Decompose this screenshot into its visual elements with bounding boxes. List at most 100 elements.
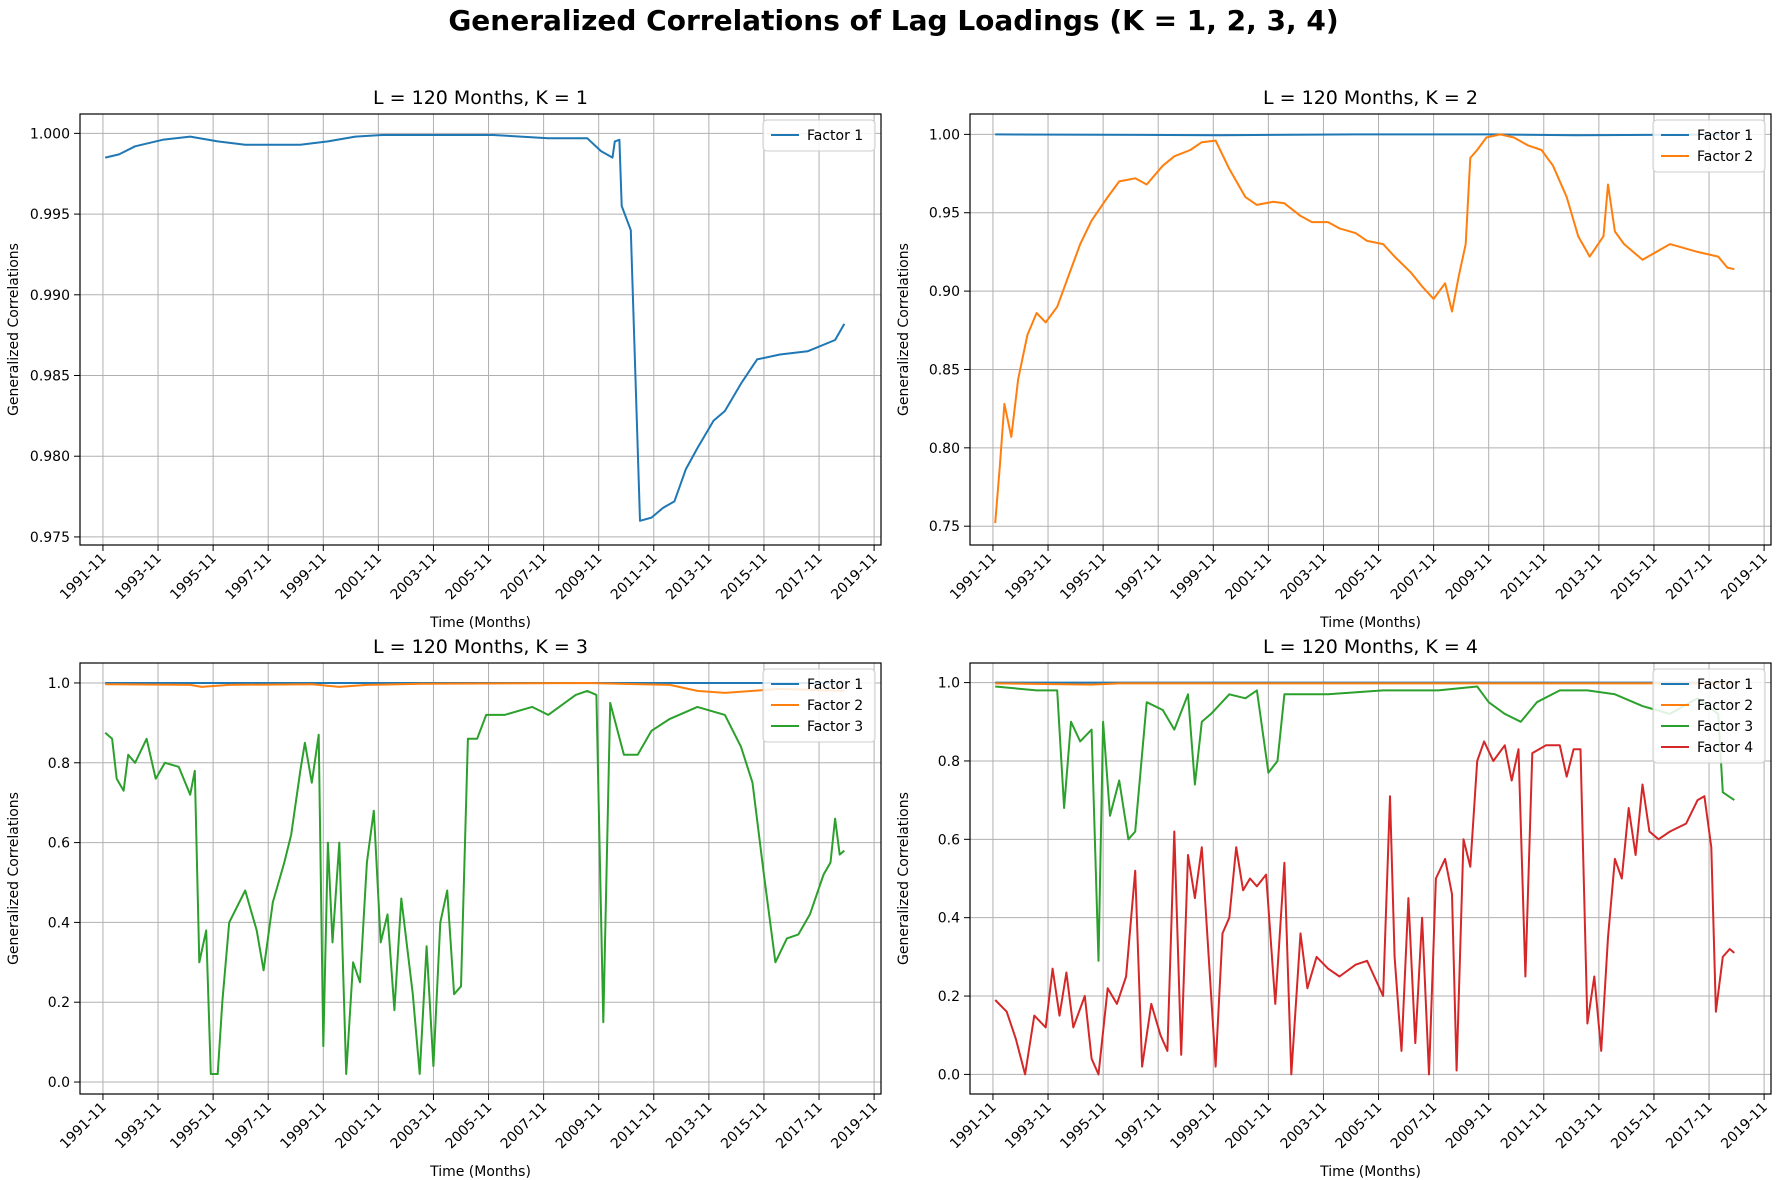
x-tick-label: 2017-11	[1663, 551, 1716, 604]
x-tick-label: 2011-11	[1498, 1100, 1551, 1153]
series-line-factor-2	[995, 682, 1735, 686]
legend-label: Factor 1	[807, 677, 863, 693]
y-tick-label: 1.0	[48, 676, 70, 692]
y-tick-label: 0.4	[938, 911, 960, 927]
x-tick-label: 1997-11	[222, 551, 275, 604]
x-tick-label: 2005-11	[443, 551, 496, 604]
legend: Factor 1	[762, 119, 876, 152]
legend-box	[1652, 119, 1766, 173]
y-tick-label: 0.975	[30, 530, 70, 546]
x-tick-label: 2013-11	[663, 1100, 716, 1153]
y-tick-label: 0.95	[929, 206, 960, 222]
x-tick-label: 1997-11	[1112, 1100, 1165, 1153]
x-tick-label: 1995-11	[167, 551, 220, 604]
x-tick-label: 2001-11	[333, 551, 386, 604]
legend-label: Factor 3	[807, 719, 863, 735]
series-line-factor-4	[994, 740, 1735, 1076]
y-tick-label: 0.8	[938, 754, 960, 770]
x-tick-label: 1995-11	[1057, 1100, 1110, 1153]
x-tick-label: 2005-11	[443, 1100, 496, 1153]
x-tick-label: 2005-11	[1333, 1100, 1386, 1153]
y-tick-label: 0.6	[48, 836, 70, 852]
x-tick-label: 2003-11	[388, 1100, 441, 1153]
y-axis-label: Generalized Correlations	[896, 243, 912, 416]
legend-label: Factor 1	[1697, 128, 1753, 144]
x-tick-label: 2019-11	[1718, 1100, 1771, 1153]
y-tick-label: 0.80	[929, 441, 960, 457]
legend: Factor 1 Factor 2 Factor 3 Factor 4	[1652, 668, 1766, 764]
x-tick-label: 1995-11	[167, 1100, 220, 1153]
y-tick-label: 0.2	[938, 989, 960, 1005]
x-tick-label: 2013-11	[1553, 551, 1606, 604]
y-axis-label: Generalized Correlations	[6, 792, 22, 965]
y-tick-label: 1.000	[30, 126, 70, 142]
axes-frame	[969, 662, 1772, 1095]
x-tick-label: 2015-11	[1608, 1100, 1661, 1153]
x-tick-label: 1997-11	[1112, 551, 1165, 604]
legend-label: Factor 1	[807, 128, 863, 144]
x-tick-label: 2013-11	[663, 551, 716, 604]
x-tick-label: 2001-11	[1223, 551, 1276, 604]
x-tick-label: 2009-11	[1443, 551, 1496, 604]
series-line-factor-2	[994, 133, 1735, 524]
x-axis-label: Time (Months)	[1319, 1164, 1421, 1180]
subplot-title: L = 120 Months, K = 4	[1263, 636, 1478, 658]
series-line-factor-3	[104, 689, 845, 1075]
x-tick-label: 1991-11	[57, 1100, 110, 1153]
series-line-factor-3	[995, 685, 1735, 962]
x-axis-label: Time (Months)	[1319, 615, 1421, 631]
x-tick-label: 1997-11	[222, 1100, 275, 1153]
x-tick-label: 1991-11	[947, 551, 1000, 604]
x-tick-label: 2011-11	[608, 1100, 661, 1153]
y-axis-label: Generalized Correlations	[6, 243, 22, 416]
y-tick-label: 0.90	[929, 284, 960, 300]
y-tick-label: 0.6	[938, 832, 960, 848]
x-tick-label: 2019-11	[828, 1100, 881, 1153]
x-axis-label: Time (Months)	[429, 615, 531, 631]
legend-label: Factor 3	[1697, 719, 1753, 735]
x-tick-label: 2009-11	[553, 551, 606, 604]
y-tick-label: 0.990	[30, 288, 70, 304]
x-tick-label: 2019-11	[828, 551, 881, 604]
x-tick-label: 2011-11	[1498, 551, 1551, 604]
y-tick-label: 0.980	[30, 449, 70, 465]
x-tick-label: 1993-11	[112, 1100, 165, 1153]
x-tick-label: 2001-11	[333, 1100, 386, 1153]
x-tick-label: 2015-11	[1608, 551, 1661, 604]
x-tick-label: 1999-11	[277, 1100, 330, 1153]
y-tick-label: 0.85	[929, 362, 960, 378]
y-tick-label: 0.8	[48, 756, 70, 772]
axes-frame	[79, 662, 882, 1095]
x-tick-label: 2001-11	[1223, 1100, 1276, 1153]
legend-label: Factor 2	[807, 698, 863, 714]
x-tick-label: 2003-11	[1278, 1100, 1331, 1153]
x-tick-label: 1993-11	[112, 551, 165, 604]
subplot-title: L = 120 Months, K = 2	[1263, 87, 1478, 109]
subplot-title: L = 120 Months, K = 3	[373, 636, 588, 658]
y-axis-label: Generalized Correlations	[896, 792, 912, 965]
axes-frame	[969, 113, 1772, 546]
legend-label: Factor 2	[1697, 698, 1753, 714]
x-tick-label: 2003-11	[388, 551, 441, 604]
x-tick-label: 2007-11	[1388, 551, 1441, 604]
x-tick-label: 1995-11	[1057, 551, 1110, 604]
x-axis-label: Time (Months)	[429, 1164, 531, 1180]
x-tick-label: 2011-11	[608, 551, 661, 604]
series-line-factor-2	[105, 682, 845, 694]
y-tick-label: 0.4	[48, 915, 70, 931]
series-line-factor-1	[104, 134, 846, 522]
figure-title: Generalized Correlations of Lag Loadings…	[448, 4, 1339, 37]
x-tick-label: 1993-11	[1002, 551, 1055, 604]
x-tick-label: 2007-11	[498, 551, 551, 604]
legend: Factor 1 Factor 2	[1652, 119, 1766, 173]
x-tick-label: 1993-11	[1002, 1100, 1055, 1153]
y-tick-label: 1.0	[938, 676, 960, 692]
x-tick-label: 2009-11	[553, 1100, 606, 1153]
x-tick-label: 2017-11	[773, 1100, 826, 1153]
